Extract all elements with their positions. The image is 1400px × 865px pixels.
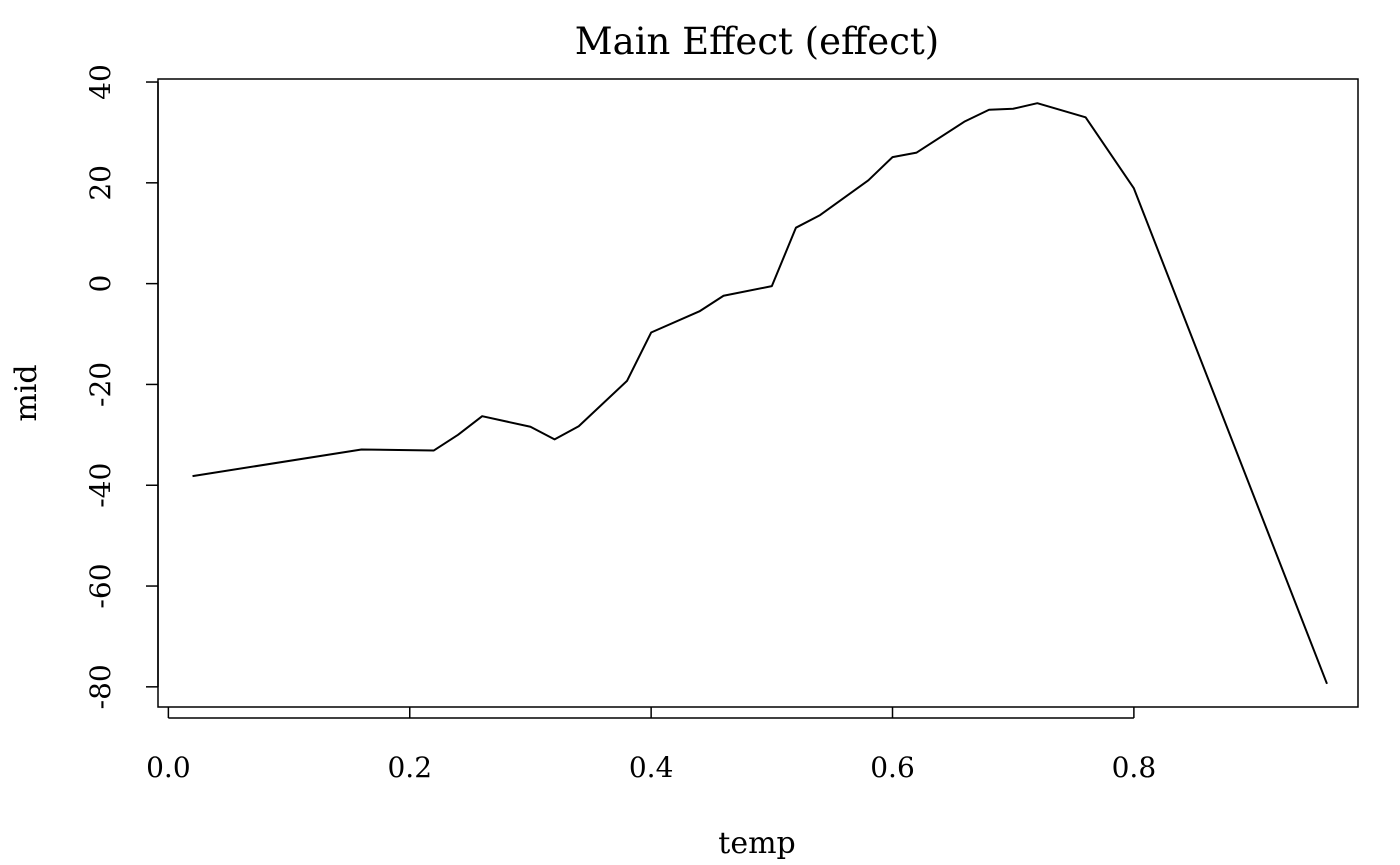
chart-title: Main Effect (effect) bbox=[575, 20, 939, 63]
x-tick-label: 0.4 bbox=[629, 751, 674, 784]
y-axis: -80 -60 -40 -20 0 20 40 bbox=[84, 64, 159, 709]
y-axis-label: mid bbox=[9, 364, 44, 421]
x-tick-label: 0.2 bbox=[387, 751, 432, 784]
x-axis-label: temp bbox=[718, 826, 795, 861]
series-line bbox=[192, 102, 1328, 685]
y-tick-label: 20 bbox=[84, 165, 117, 201]
x-axis: 0.0 0.2 0.4 0.6 0.8 bbox=[146, 707, 1156, 784]
x-tick-label: 0.8 bbox=[1112, 751, 1157, 784]
y-tick-label: -60 bbox=[84, 563, 117, 608]
y-tick-label: -20 bbox=[84, 362, 117, 407]
x-tick-label: 0.6 bbox=[870, 751, 915, 784]
y-tick-label: -80 bbox=[84, 664, 117, 709]
plot-box bbox=[157, 78, 1359, 708]
y-tick-label: 40 bbox=[84, 64, 117, 100]
y-tick-label: 0 bbox=[84, 275, 117, 293]
x-tick-label: 0.0 bbox=[146, 751, 191, 784]
y-tick-label: -40 bbox=[84, 463, 117, 508]
